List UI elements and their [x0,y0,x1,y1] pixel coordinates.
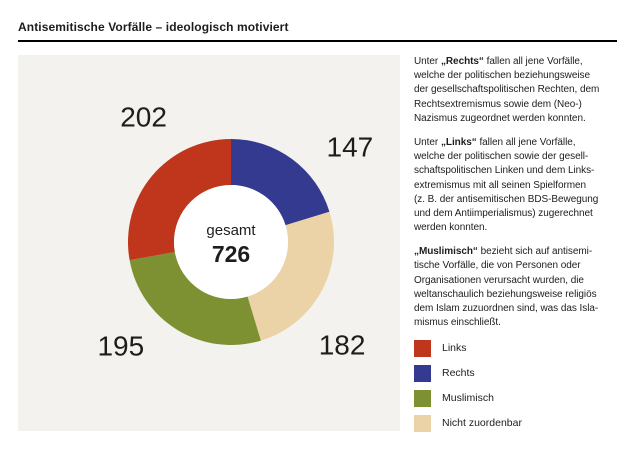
legend: Links Rechts Muslimisch Nicht zuordenbar [414,340,617,433]
legend-label: Links [442,342,467,355]
slice-value-label: 182 [319,330,366,361]
paragraph-body: fallen all jene Vorfälle, welche der pol… [414,56,600,124]
page-title: Antisemitische Vorfälle – ideologisch mo… [18,20,289,34]
legend-item-nicht-zuordenbar: Nicht zuordenbar [414,415,617,433]
paragraph-prefix: Unter [414,56,441,67]
legend-item-muslimisch: Muslimisch [414,390,617,408]
slice-value-label: 147 [327,131,374,162]
paragraph-body: bezieht sich auf antisemi- tische Vorfäl… [414,246,599,329]
explanation-column: Unter „Rechts“ fallen all jene Vorfälle,… [414,55,617,440]
donut-center-label: gesamt [206,222,256,239]
main-content: gesamt 726 147 182 195 202 Unter „Rechts“ f… [18,55,617,440]
paragraph-lead: „Rechts“ [440,56,484,67]
slice-value-label: 195 [97,331,144,362]
paragraph-rechts: Unter „Rechts“ fallen all jene Vorfälle,… [414,55,617,126]
donut-chart: gesamt 726 147 182 195 202 [97,102,374,362]
paragraph-prefix: Unter [414,136,441,148]
slice-value-label: 202 [120,102,167,133]
paragraph-muslimisch: „Muslimisch“ bezieht sich auf antisemi- … [414,245,617,330]
donut-slice-links [128,139,231,261]
legend-label: Muslimisch [442,392,494,405]
donut-slice-muslimisch [129,252,261,345]
donut-hole [174,185,288,299]
paragraph-lead: „Muslimisch“ [414,246,478,258]
legend-item-rechts: Rechts [414,365,617,383]
donut-slice-nicht-zuordenbar [247,211,334,341]
paragraph-lead: „Links“ [440,136,477,148]
legend-swatch [414,365,431,383]
legend-swatch [414,415,431,433]
paragraph-links: Unter „Links“ fallen all jene Vorfälle, … [414,136,617,235]
legend-swatch [414,390,431,408]
legend-swatch [414,340,431,358]
legend-label: Rechts [442,367,475,380]
paragraph-body: fallen all jene Vorfälle, welche der pol… [414,136,599,234]
donut-slice-rechts [231,139,330,226]
donut-center-total: 726 [212,241,250,267]
legend-label: Nicht zuordenbar [442,417,522,430]
donut-chart-panel: gesamt 726 147 182 195 202 [18,55,400,431]
legend-item-links: Links [414,340,617,358]
header: Antisemitische Vorfälle – ideologisch mo… [18,0,617,42]
